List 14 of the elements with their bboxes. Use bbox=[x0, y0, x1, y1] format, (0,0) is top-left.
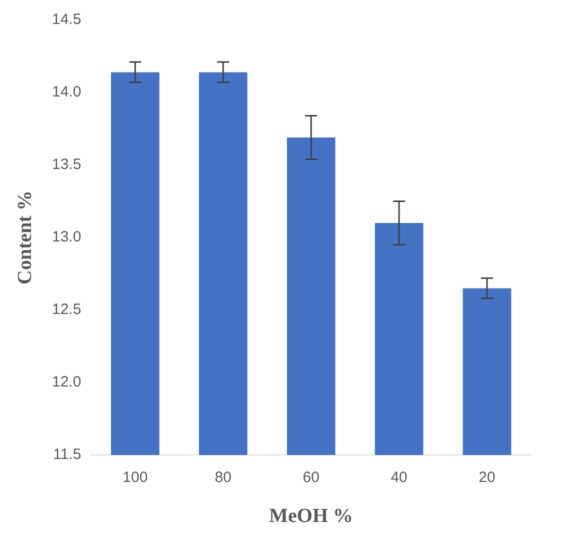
x-tick-label: 60 bbox=[302, 469, 320, 486]
x-tick-label: 100 bbox=[122, 469, 148, 486]
y-tick-label: 14.5 bbox=[52, 11, 82, 28]
x-tick-label: 20 bbox=[478, 469, 496, 486]
y-tick-label: 14.0 bbox=[52, 84, 82, 101]
y-tick-label: 11.5 bbox=[53, 446, 82, 464]
y-tick-label: 12.5 bbox=[52, 301, 82, 318]
y-tick-label: 13.0 bbox=[52, 228, 82, 246]
y-tick-label: 13.5 bbox=[52, 156, 82, 174]
x-axis-title: MeOH % bbox=[269, 505, 354, 528]
x-tick-label: 80 bbox=[214, 469, 232, 486]
x-tick-label: 40 bbox=[390, 469, 408, 486]
y-axis-title: Content % bbox=[14, 190, 36, 284]
y-tick-label: 12.0 bbox=[52, 374, 82, 391]
